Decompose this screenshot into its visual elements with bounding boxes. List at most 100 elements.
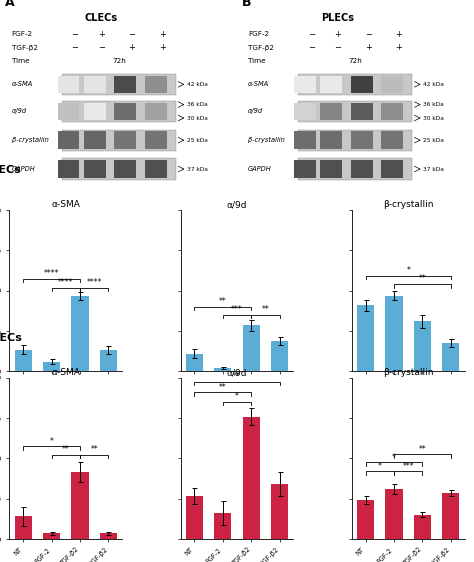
Bar <box>58 76 80 93</box>
Text: −: − <box>128 30 136 39</box>
Bar <box>115 103 137 120</box>
Text: ****: **** <box>44 269 59 278</box>
Text: CLECs: CLECs <box>85 13 118 23</box>
Title: α-SMA: α-SMA <box>51 201 80 210</box>
Text: FGF-2: FGF-2 <box>12 31 33 37</box>
Text: +: + <box>128 43 136 52</box>
Bar <box>351 132 373 149</box>
Text: β-crystallin: β-crystallin <box>248 137 285 143</box>
Text: *: * <box>378 461 382 470</box>
Bar <box>15 350 32 371</box>
Bar <box>442 343 459 371</box>
Text: β-crystallin: β-crystallin <box>12 137 48 143</box>
Bar <box>320 76 342 93</box>
Bar <box>43 362 60 371</box>
Text: +: + <box>334 30 341 39</box>
Text: −: − <box>365 30 372 39</box>
Bar <box>214 368 231 371</box>
Text: +: + <box>395 43 402 52</box>
Text: 36 kDa: 36 kDa <box>187 102 208 107</box>
Bar <box>145 76 167 93</box>
Text: GAPDH: GAPDH <box>248 166 272 172</box>
Text: 37 kDa: 37 kDa <box>187 166 208 171</box>
Text: 25 kDa: 25 kDa <box>187 138 208 143</box>
Title: α/9d: α/9d <box>227 201 247 210</box>
Bar <box>243 325 260 371</box>
Text: +: + <box>159 43 166 52</box>
Bar <box>357 500 374 539</box>
Text: −: − <box>72 30 79 39</box>
Text: **: ** <box>233 372 241 381</box>
Bar <box>320 132 342 149</box>
Text: FGF-2: FGF-2 <box>248 31 269 37</box>
Bar <box>115 132 137 149</box>
Bar <box>72 296 89 371</box>
Text: **: ** <box>91 446 98 455</box>
Bar <box>298 74 412 95</box>
Bar <box>43 533 60 539</box>
Bar <box>145 160 167 178</box>
Bar <box>84 76 106 93</box>
Text: 42 kDa: 42 kDa <box>423 82 444 87</box>
Bar <box>294 160 316 178</box>
Text: C. CLECs: C. CLECs <box>0 165 20 175</box>
Bar <box>382 132 403 149</box>
Text: α/9d: α/9d <box>12 108 27 114</box>
Text: B: B <box>241 0 251 10</box>
Bar <box>84 160 106 178</box>
Text: D. PLECs: D. PLECs <box>0 333 21 343</box>
Text: 72h: 72h <box>112 58 126 64</box>
Text: PLECs: PLECs <box>321 13 354 23</box>
Bar <box>385 296 402 371</box>
Text: **: ** <box>219 297 227 306</box>
Bar <box>100 533 117 539</box>
Bar <box>145 132 167 149</box>
Bar <box>271 341 288 371</box>
Bar <box>294 76 316 93</box>
Bar <box>414 515 431 539</box>
Text: α/9d: α/9d <box>248 108 263 114</box>
Bar <box>15 516 32 539</box>
Text: *: * <box>50 437 54 446</box>
Bar <box>351 76 373 93</box>
Bar <box>382 160 403 178</box>
Text: −: − <box>98 43 105 52</box>
Bar <box>72 472 89 539</box>
Bar <box>294 132 316 149</box>
Text: 42 kDa: 42 kDa <box>187 82 208 87</box>
Text: TGF-β2: TGF-β2 <box>12 45 37 51</box>
Text: 30 kDa: 30 kDa <box>423 116 444 120</box>
Bar <box>115 160 137 178</box>
Text: *: * <box>235 392 239 401</box>
Bar <box>84 132 106 149</box>
Bar <box>320 160 342 178</box>
Text: +: + <box>98 30 105 39</box>
Text: **: ** <box>419 445 426 454</box>
Text: *: * <box>406 266 410 275</box>
Text: 37 kDa: 37 kDa <box>423 166 444 171</box>
Text: −: − <box>72 43 79 52</box>
Text: +: + <box>159 30 166 39</box>
Bar <box>186 353 203 371</box>
Bar <box>294 103 316 120</box>
Text: ***: *** <box>231 305 243 314</box>
Title: α-SMA: α-SMA <box>51 368 80 377</box>
Bar <box>58 160 80 178</box>
Bar <box>62 130 176 151</box>
Text: *: * <box>392 452 396 461</box>
Bar <box>298 158 412 180</box>
Text: 36 kDa: 36 kDa <box>423 102 444 107</box>
Text: 25 kDa: 25 kDa <box>423 138 444 143</box>
Title: α/9d: α/9d <box>227 368 247 377</box>
Text: +: + <box>365 43 372 52</box>
Bar <box>298 130 412 151</box>
Bar <box>320 103 342 120</box>
Text: **: ** <box>262 305 269 314</box>
Text: GAPDH: GAPDH <box>12 166 36 172</box>
Text: −: − <box>308 30 315 39</box>
Bar <box>442 493 459 539</box>
Title: β-crystallin: β-crystallin <box>383 368 433 377</box>
Text: ***: *** <box>402 461 414 470</box>
Text: α-SMA: α-SMA <box>248 81 269 87</box>
Text: **: ** <box>219 383 227 392</box>
